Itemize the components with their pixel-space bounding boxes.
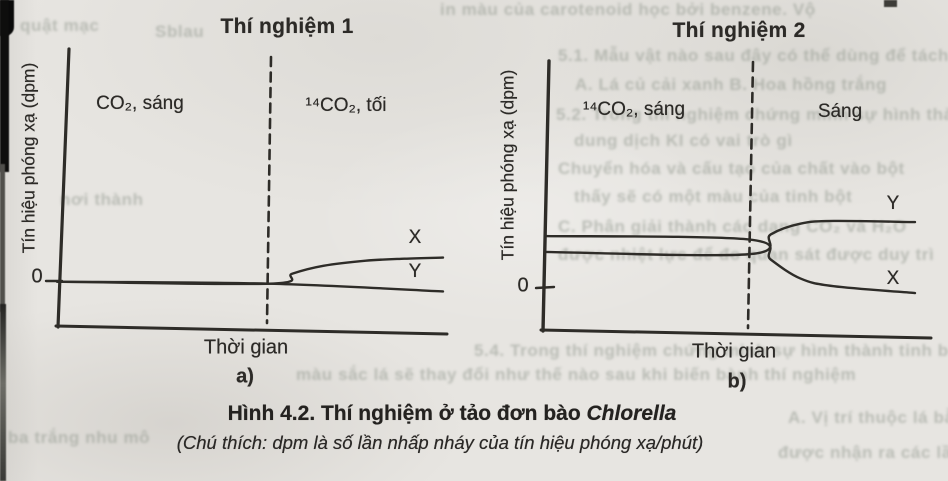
exp2-series-y-label: Y <box>886 193 900 214</box>
exp2-x-axis-label: Thời gian <box>691 340 777 363</box>
exp1-series-y-curve <box>55 280 445 293</box>
exp1-phase-right-label: ¹⁴CO₂, tối <box>305 95 387 116</box>
exp1-series-y-label: Y <box>408 261 422 282</box>
experiment-2-axes <box>534 59 933 340</box>
exp2-zero-tick <box>534 285 556 290</box>
exp2-phase-boundary-dashed-line <box>746 60 755 330</box>
exp2-series-y-curve <box>543 219 917 257</box>
exp1-x-axis <box>54 324 449 336</box>
exp2-y-axis <box>541 59 551 333</box>
exp1-x-axis-label: Thời gian <box>203 336 289 359</box>
exp1-phase-boundary-dashed-line <box>265 55 273 325</box>
exp2-phase-left-label: ¹⁴CO₂, sáng <box>582 99 686 120</box>
exp2-title: Thí nghiệm 2 <box>672 19 806 42</box>
exp1-y-axis <box>56 47 71 329</box>
exp1-title: Thí nghiệm 1 <box>220 15 354 38</box>
exp2-panel-label: b) <box>727 370 747 393</box>
figure-caption: Hình 4.2. Thí nghiệm ở tảo đơn bào Chlor… <box>228 402 677 426</box>
exp1-series-x-label: X <box>408 227 422 248</box>
exp2-y-axis-label: Tín hiệu phóng xạ (dpm) <box>497 69 518 261</box>
exp2-zero-label: 0 <box>517 274 529 297</box>
experiment-1-axes <box>44 47 449 336</box>
exp1-y-axis-label: Tín hiệu phóng xạ (dpm) <box>18 62 39 254</box>
figure-caption-text: Hình 4.2. Thí nghiệm ở tảo đơn bào <box>227 402 587 425</box>
exp1-zero-label: 0 <box>31 265 43 288</box>
exp2-series-x-label: X <box>886 268 900 289</box>
figure-caption-note: (Chú thích: dpm là số lần nhấp nháy của … <box>176 432 704 453</box>
exp1-panel-label: a) <box>236 365 254 388</box>
figure-caption-species: Chlorella <box>586 402 677 425</box>
exp1-phase-left-label: CO₂, sáng <box>96 93 184 114</box>
exp2-x-axis <box>539 328 933 340</box>
exp2-series-x-curve <box>543 234 917 295</box>
exp1-series-x-curve <box>55 256 445 286</box>
exp2-phase-right-label: Sáng <box>817 101 863 122</box>
